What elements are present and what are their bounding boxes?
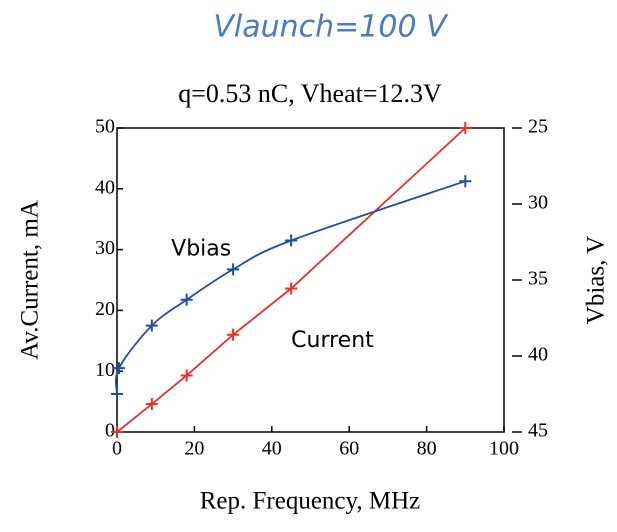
y-tick-label: 30 — [95, 237, 115, 259]
y2-tick-label: 35 — [528, 268, 548, 290]
y2-axis-label: Vbias, V — [583, 236, 610, 324]
y2-tick-label: 40 — [528, 344, 548, 366]
y-tick-label: 40 — [95, 176, 115, 198]
point-marker — [459, 175, 472, 188]
point-marker — [227, 328, 240, 341]
y-tick-label: 20 — [95, 298, 115, 320]
point-marker — [227, 263, 240, 276]
x-tick-label: 60 — [339, 438, 359, 460]
y-tick-label: 0 — [105, 420, 115, 442]
point-marker — [180, 293, 193, 306]
y2-tick-label: 30 — [528, 192, 548, 214]
point-marker — [459, 122, 472, 134]
x-tick-label: 20 — [184, 438, 204, 460]
point-marker — [111, 426, 123, 438]
x-tick-label: 100 — [489, 438, 519, 460]
point-marker — [180, 369, 193, 382]
annotation: Vbias — [171, 237, 231, 262]
chart-subtitle: q=0.53 nC, Vheat=12.3V — [178, 79, 442, 108]
plot-frame — [116, 127, 505, 433]
x-tick-label: 80 — [417, 438, 437, 460]
annotation: Current — [291, 328, 374, 353]
point-marker — [145, 398, 158, 411]
x-axis-label: Rep. Frequency, MHz — [200, 488, 421, 515]
chart-title: Vlaunch=100 V — [213, 10, 449, 45]
point-marker — [285, 282, 298, 295]
y-tick-label: 10 — [95, 359, 115, 381]
point-marker — [145, 319, 158, 332]
point-marker — [111, 388, 123, 400]
point-marker — [112, 362, 125, 375]
y-axis-label: Av.Current, mA — [17, 200, 44, 360]
x-tick-label: 0 — [112, 438, 122, 460]
series-line — [116, 127, 466, 433]
point-marker — [285, 234, 298, 247]
x-tick-label: 40 — [262, 438, 282, 460]
y2-tick-label: 25 — [528, 116, 548, 138]
y2-tick-label: 45 — [528, 420, 548, 442]
y-tick-label: 50 — [95, 116, 115, 138]
